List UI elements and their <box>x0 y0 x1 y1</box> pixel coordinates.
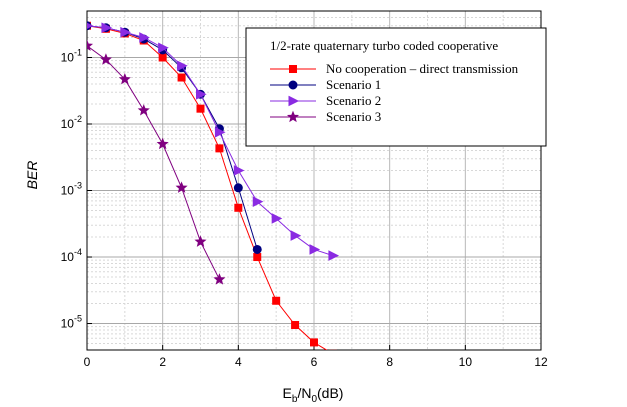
data-point <box>233 165 245 176</box>
y-tick-label: 10-3 <box>61 181 82 198</box>
data-point <box>99 53 112 65</box>
legend-item: Scenario 3 <box>270 109 381 124</box>
legend-item: Scenario 2 <box>270 93 381 108</box>
legend-item: Scenario 1 <box>270 77 381 92</box>
data-point <box>158 42 169 54</box>
x-axis-title-main: E <box>283 385 292 401</box>
series-4 <box>87 39 226 285</box>
data-point <box>120 26 131 38</box>
x-axis-title: Eb/N0(dB) <box>283 385 344 405</box>
data-point <box>271 213 283 224</box>
data-point <box>290 230 302 241</box>
x-axis-title-sub2: 0 <box>311 394 317 405</box>
data-point <box>234 203 243 212</box>
data-point <box>177 73 186 82</box>
legend-swatch-marker <box>288 80 298 90</box>
legend-swatch-marker <box>289 65 297 73</box>
data-point <box>139 32 150 43</box>
data-point <box>252 244 262 254</box>
data-point <box>272 296 281 305</box>
data-point <box>214 127 226 138</box>
legend: 1/2-rate quaternary turbo coded cooperat… <box>245 27 547 147</box>
data-point <box>87 22 94 29</box>
y-tick-label: 10-4 <box>61 247 82 264</box>
series-line <box>87 25 258 250</box>
legend-swatch-marker <box>288 95 300 107</box>
legend-label: No cooperation – direct transmission <box>326 61 519 76</box>
data-point <box>310 338 318 347</box>
y-tick-label: 10-2 <box>61 114 82 131</box>
data-point <box>213 273 226 285</box>
x-tick-label: 8 <box>386 355 393 369</box>
legend-item: No cooperation – direct transmission <box>270 61 519 76</box>
data-point <box>118 72 131 85</box>
data-point <box>328 250 340 261</box>
x-tick-label: 2 <box>159 355 166 369</box>
data-point <box>309 244 321 255</box>
data-point <box>196 88 207 100</box>
x-tick-label: 10 <box>459 355 473 369</box>
x-tick-label: 0 <box>84 355 91 369</box>
y-tick-label: 10-1 <box>61 47 82 64</box>
data-point <box>137 104 150 116</box>
series-group <box>87 21 340 350</box>
x-tick-label: 12 <box>534 355 548 369</box>
legend-swatch-marker <box>286 110 300 123</box>
data-point <box>328 349 337 350</box>
y-tick-label: 10-5 <box>61 314 82 331</box>
x-axis-title-rest: /N <box>297 385 311 401</box>
x-tick-label: 6 <box>311 355 318 369</box>
data-point <box>156 137 169 150</box>
data-point <box>101 22 113 34</box>
data-point <box>215 144 224 153</box>
legend-label: Scenario 2 <box>326 93 381 108</box>
data-point <box>194 235 207 247</box>
legend-label: Scenario 1 <box>326 77 381 92</box>
data-point <box>175 181 188 193</box>
data-point <box>291 321 300 330</box>
legend-title: 1/2-rate quaternary turbo coded cooperat… <box>270 38 498 53</box>
data-point <box>87 39 94 51</box>
data-point <box>233 183 243 193</box>
legend-label: Scenario 3 <box>326 109 381 124</box>
data-point <box>158 53 167 62</box>
data-point <box>177 60 188 72</box>
axis-ticks: 0 2 4 6 8 10 12 10-5 10-4 10-3 10-2 10-1 <box>61 47 548 369</box>
series-3 <box>87 22 340 261</box>
x-axis-title-tail: (dB) <box>317 385 343 401</box>
y-axis-title: BER <box>24 161 40 190</box>
x-axis-title-sub: b <box>292 394 298 405</box>
data-point <box>196 104 205 113</box>
data-point <box>252 196 264 207</box>
data-point <box>253 253 262 262</box>
x-tick-label: 4 <box>235 355 242 369</box>
